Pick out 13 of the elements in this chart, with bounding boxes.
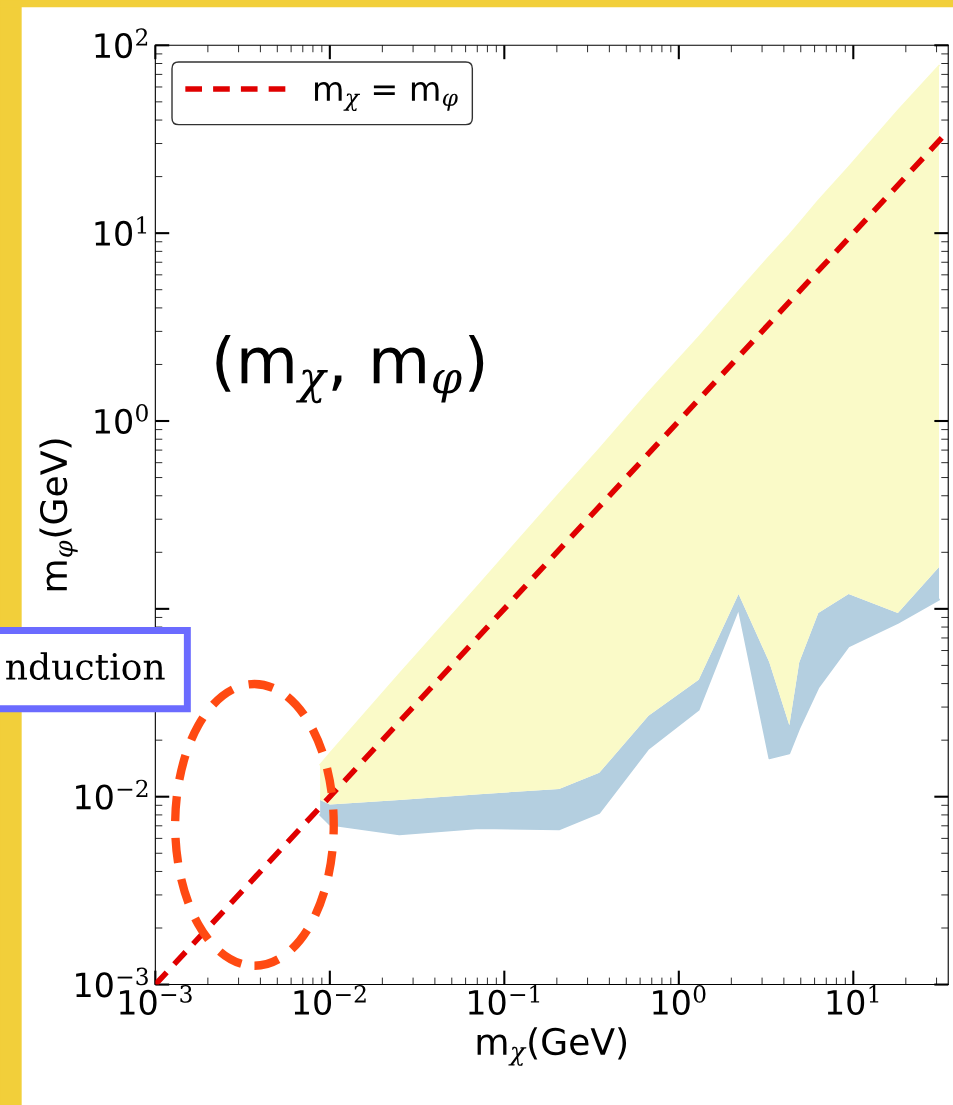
y-tick-label: 10$^{0}$ — [95, 404, 148, 434]
annotation: nduction — [6, 652, 165, 681]
x-tick-label: 10$^{−2}$ — [294, 985, 366, 1015]
x-tick-label: 10$^{−1}$ — [468, 985, 540, 1015]
y-axis-title: m$_{φ}$(GeV) — [39, 439, 78, 591]
x-tick-label: 10$^{0}$ — [653, 985, 706, 1015]
annotation: (m$_{χ}$, m$_{φ}$) — [216, 334, 484, 404]
x-tick-label: 10$^{1}$ — [827, 985, 879, 1015]
x-axis-title: m$_{χ}$(GeV) — [477, 1027, 627, 1066]
legend-label: m$_{χ}$ = m$_{φ}$ — [315, 81, 458, 112]
y-tick-label: 10$^{1}$ — [95, 216, 147, 247]
y-tick-label: 10$^{−2}$ — [76, 779, 148, 810]
y-tick-label: 10$^{2}$ — [95, 28, 148, 59]
